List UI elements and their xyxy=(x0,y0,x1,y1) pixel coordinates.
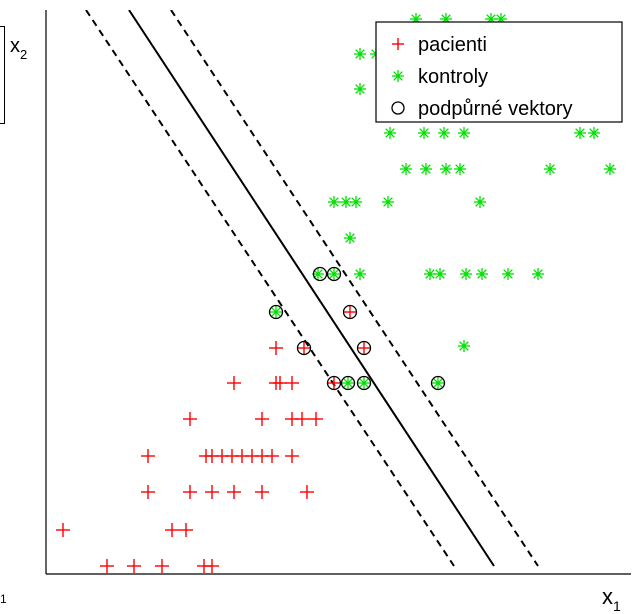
legend-pacienti-marker xyxy=(392,38,404,50)
plot-area xyxy=(45,10,631,575)
control-point xyxy=(588,127,600,139)
patient-point xyxy=(265,449,279,463)
patient-point xyxy=(179,523,193,537)
y-axis-label-subscript: 2 xyxy=(20,47,27,62)
patient-point xyxy=(141,449,155,463)
patient-point xyxy=(255,412,269,426)
patient-point xyxy=(205,559,219,573)
control-point xyxy=(400,163,412,175)
control-point xyxy=(384,127,396,139)
control-point xyxy=(460,268,472,280)
support-vector-point xyxy=(296,340,312,356)
series-pacienti xyxy=(56,305,371,573)
patient-point xyxy=(227,485,241,499)
patient-point xyxy=(309,412,323,426)
patient-point xyxy=(183,485,197,499)
support-vector-point xyxy=(326,375,342,391)
patient-point xyxy=(285,376,299,390)
patient-point xyxy=(100,559,114,573)
support-vector-point xyxy=(342,304,358,320)
control-point xyxy=(474,196,486,208)
support-vector-point xyxy=(430,375,446,391)
separating-lines xyxy=(85,10,539,567)
legend: pacienti kontroly podpůrné vektory xyxy=(375,21,623,123)
support-vector-point xyxy=(340,375,356,391)
control-point xyxy=(420,163,432,175)
patient-point xyxy=(205,485,219,499)
patient-point xyxy=(183,412,197,426)
support-vector-point xyxy=(312,266,328,282)
control-point xyxy=(454,163,466,175)
patient-point xyxy=(56,523,70,537)
control-point xyxy=(358,377,370,389)
left-edge-fragment-box xyxy=(0,26,5,124)
patient-point xyxy=(300,485,314,499)
legend-label: pacienti xyxy=(418,34,487,56)
patient-point xyxy=(155,559,169,573)
patient-point xyxy=(343,305,357,319)
legend-box xyxy=(375,21,623,123)
support-vector-point xyxy=(268,304,284,320)
control-point xyxy=(544,163,556,175)
x-axis-label-subscript: 1 xyxy=(613,598,621,614)
data-marks xyxy=(56,13,616,573)
series-kontroly xyxy=(270,13,616,389)
support-vector-point xyxy=(356,340,372,356)
patient-point xyxy=(165,523,179,537)
legend-support-vector-marker xyxy=(391,101,405,115)
control-point xyxy=(476,268,488,280)
patient-point xyxy=(269,341,283,355)
control-point xyxy=(342,377,354,389)
control-point xyxy=(354,268,366,280)
support-vector-point xyxy=(326,266,342,282)
control-point xyxy=(350,196,362,208)
y-axis-label: x2 xyxy=(10,35,27,62)
patient-point xyxy=(227,376,241,390)
legend-label: podpůrné vektory xyxy=(418,98,573,120)
control-point xyxy=(532,268,544,280)
control-point xyxy=(458,127,470,139)
legend-kontroly-marker xyxy=(392,70,404,82)
control-point xyxy=(574,127,586,139)
margin-lower-line xyxy=(85,10,455,567)
control-point xyxy=(440,163,452,175)
patient-point xyxy=(327,376,341,390)
patient-point xyxy=(285,449,299,463)
patient-point xyxy=(255,485,269,499)
control-point xyxy=(382,196,394,208)
control-point xyxy=(344,232,356,244)
patient-point xyxy=(295,412,309,426)
patient-point xyxy=(297,341,311,355)
patient-point xyxy=(141,485,155,499)
legend-label: kontroly xyxy=(418,66,488,88)
series-support-vectors xyxy=(268,266,446,391)
control-point xyxy=(604,163,616,175)
margin-upper-line xyxy=(170,10,539,567)
decision-boundary-line xyxy=(128,10,495,567)
control-point xyxy=(270,306,282,318)
control-point xyxy=(438,127,450,139)
control-point xyxy=(458,340,470,352)
patient-point xyxy=(357,341,371,355)
control-point xyxy=(434,268,446,280)
control-point xyxy=(418,127,430,139)
control-point xyxy=(502,268,514,280)
control-point xyxy=(328,196,340,208)
control-point xyxy=(354,83,366,95)
support-vector-point xyxy=(356,375,372,391)
control-point xyxy=(328,268,340,280)
control-point xyxy=(354,48,366,60)
patient-point xyxy=(127,559,141,573)
patient-point xyxy=(273,376,287,390)
bottom-left-fragment-text: 1 xyxy=(0,592,7,606)
x-axis-label: x1 xyxy=(602,584,621,614)
control-point xyxy=(432,377,444,389)
